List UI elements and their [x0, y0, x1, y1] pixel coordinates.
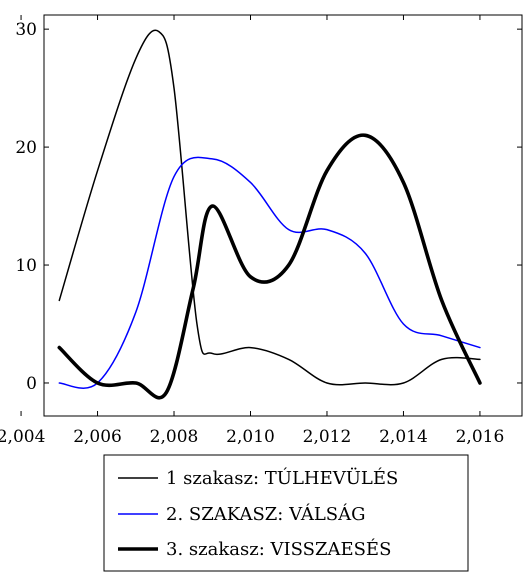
- y-tick-label: 20: [15, 138, 37, 158]
- x-tick-label: 2,016: [456, 427, 505, 447]
- series-line-1: [58, 29, 481, 386]
- x-tick-label: 2,014: [379, 427, 428, 447]
- series-line-2: [58, 156, 481, 389]
- x-tick-label: 2,004: [0, 427, 45, 447]
- x-tick-label: 2,012: [303, 427, 352, 447]
- x-tick-label: 2,008: [150, 427, 199, 447]
- legend-label-2: 2. SZAKASZ: VÁLSÁG: [166, 502, 366, 525]
- legend-box: [103, 454, 469, 572]
- legend-label-1: 1 szakasz: TÚLHEVÜLÉS: [166, 466, 398, 489]
- series-line-3: [57, 133, 482, 400]
- plot-frame: [43, 14, 523, 417]
- x-tick-label: 2,006: [73, 427, 122, 447]
- y-tick-label: 30: [15, 20, 37, 40]
- y-tick-label: 10: [15, 256, 37, 276]
- legend-label-3: 3. szakasz: VISSZAESÉS: [166, 537, 391, 560]
- y-tick-label: 0: [26, 374, 37, 394]
- x-tick-label: 2,010: [226, 427, 275, 447]
